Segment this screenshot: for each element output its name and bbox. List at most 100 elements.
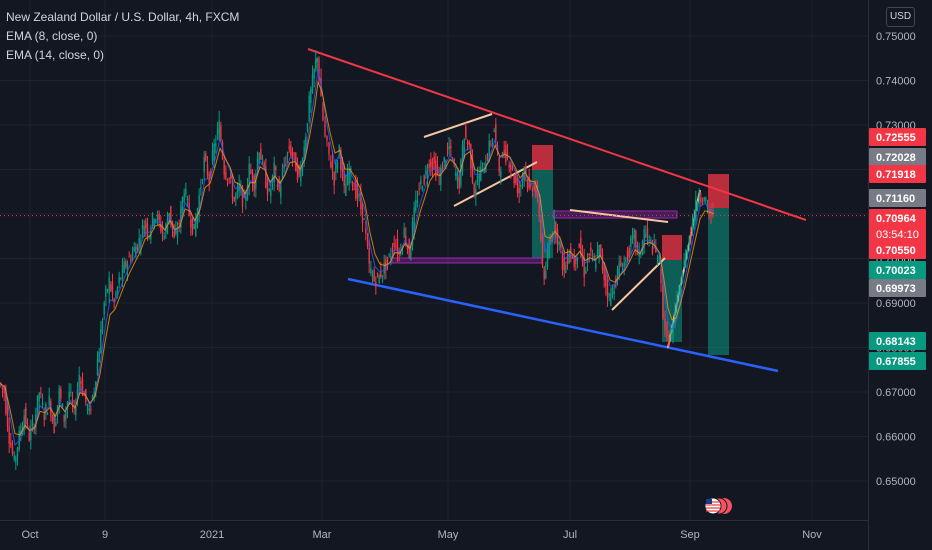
candle-body bbox=[411, 221, 414, 246]
candle-body bbox=[476, 176, 479, 179]
candle-body bbox=[670, 330, 672, 335]
candle-body bbox=[173, 231, 175, 238]
candle-body bbox=[580, 238, 582, 255]
candle-body bbox=[393, 243, 395, 247]
candle-body bbox=[676, 296, 678, 310]
candle-body bbox=[230, 173, 232, 179]
candle-body bbox=[513, 175, 515, 184]
candle-body bbox=[186, 198, 189, 201]
candle-body bbox=[575, 256, 577, 264]
candle-body bbox=[113, 299, 115, 302]
short-position-target[interactable] bbox=[708, 208, 729, 355]
candle-body bbox=[611, 286, 614, 295]
candle-body bbox=[138, 238, 140, 245]
y-tick-label: 0.66000 bbox=[876, 432, 916, 444]
candle-body bbox=[416, 200, 419, 203]
candle-body bbox=[468, 141, 470, 145]
candle-body bbox=[645, 234, 647, 238]
candle-body bbox=[306, 123, 309, 131]
candle-body bbox=[288, 146, 290, 149]
candle-body bbox=[455, 172, 457, 177]
price-badge-label: 0.72028 bbox=[876, 152, 916, 164]
candle-body bbox=[248, 164, 250, 188]
candle-body bbox=[628, 247, 630, 257]
symbol-title[interactable]: New Zealand Dollar / U.S. Dollar, 4h, FX… bbox=[6, 10, 240, 24]
candle-body bbox=[545, 271, 547, 279]
candle-body bbox=[236, 185, 239, 193]
candle-body bbox=[31, 421, 34, 426]
candle-body bbox=[418, 189, 420, 191]
candle-body bbox=[486, 157, 489, 159]
price-axis[interactable]: 0.750000.740000.730000.720000.710000.700… bbox=[876, 31, 916, 488]
price-badge bbox=[869, 189, 926, 207]
candle-body bbox=[190, 219, 192, 228]
candle-body bbox=[343, 171, 345, 186]
candle-body bbox=[561, 251, 564, 270]
candle-body bbox=[53, 414, 55, 434]
candle-body bbox=[216, 128, 219, 135]
candle-body bbox=[322, 104, 324, 120]
currency-button[interactable]: USD bbox=[886, 7, 915, 27]
candle-body bbox=[310, 88, 312, 104]
short-position-stop[interactable] bbox=[662, 235, 682, 260]
descending-support-trendline[interactable] bbox=[347, 277, 779, 373]
candle-body bbox=[666, 322, 668, 337]
candle-body bbox=[656, 261, 659, 263]
channel-line[interactable] bbox=[611, 257, 666, 311]
candle-body bbox=[430, 159, 432, 167]
candle-body bbox=[103, 303, 105, 315]
candle-body bbox=[331, 159, 334, 172]
candle-body bbox=[3, 387, 5, 394]
candle-body bbox=[116, 287, 119, 295]
candle-body bbox=[218, 120, 220, 140]
candle-body bbox=[488, 140, 490, 159]
candle-body bbox=[211, 150, 214, 163]
channel-line[interactable] bbox=[453, 161, 538, 207]
ema-8-label[interactable]: EMA (8, close, 0) bbox=[6, 29, 98, 43]
candle-body bbox=[543, 266, 545, 280]
candle-body bbox=[55, 422, 57, 426]
candle-body bbox=[505, 144, 507, 163]
candle-body bbox=[38, 392, 40, 402]
candle-body bbox=[420, 180, 422, 185]
candle-body bbox=[558, 241, 560, 245]
descending-resistance-trendline[interactable] bbox=[307, 48, 807, 221]
candle-body bbox=[678, 286, 680, 296]
candle-body bbox=[431, 162, 434, 170]
candle-body bbox=[26, 422, 29, 424]
support-zone[interactable] bbox=[391, 257, 543, 264]
candle-body bbox=[425, 169, 427, 175]
us-flag-event-icon[interactable] bbox=[704, 497, 732, 515]
ema-14-label[interactable]: EMA (14, close, 0) bbox=[6, 48, 105, 62]
candle-body bbox=[326, 136, 328, 141]
y-tick-label: 0.65000 bbox=[876, 476, 916, 488]
candle-body bbox=[448, 146, 450, 150]
drawing-tools[interactable] bbox=[307, 48, 807, 373]
candle-body bbox=[93, 391, 95, 397]
candle-body bbox=[266, 182, 269, 195]
short-position-stop[interactable] bbox=[532, 145, 553, 170]
candle-body bbox=[613, 291, 615, 295]
candle-body bbox=[638, 251, 640, 257]
candle-body bbox=[71, 399, 74, 404]
channel-line[interactable] bbox=[423, 113, 493, 138]
resistance-zone[interactable] bbox=[552, 210, 678, 219]
time-axis[interactable]: Oct 9 2021 Mar May Jul Sep Nov bbox=[21, 529, 822, 541]
candle-body bbox=[498, 157, 500, 172]
price-badge bbox=[869, 209, 926, 243]
candle-body bbox=[368, 247, 370, 264]
candle-body bbox=[168, 212, 170, 221]
candle-body bbox=[560, 243, 562, 248]
candle-body bbox=[620, 261, 622, 267]
candle-body bbox=[183, 193, 185, 202]
candle-body bbox=[598, 245, 600, 259]
price-badge bbox=[869, 261, 926, 279]
price-badge bbox=[869, 128, 926, 146]
candle-body bbox=[163, 236, 165, 238]
candle-body bbox=[356, 184, 359, 199]
channel-line[interactable] bbox=[569, 209, 669, 223]
candle-body bbox=[263, 162, 265, 169]
candle-body bbox=[333, 172, 335, 186]
y-tick-label: 0.67000 bbox=[876, 387, 916, 399]
